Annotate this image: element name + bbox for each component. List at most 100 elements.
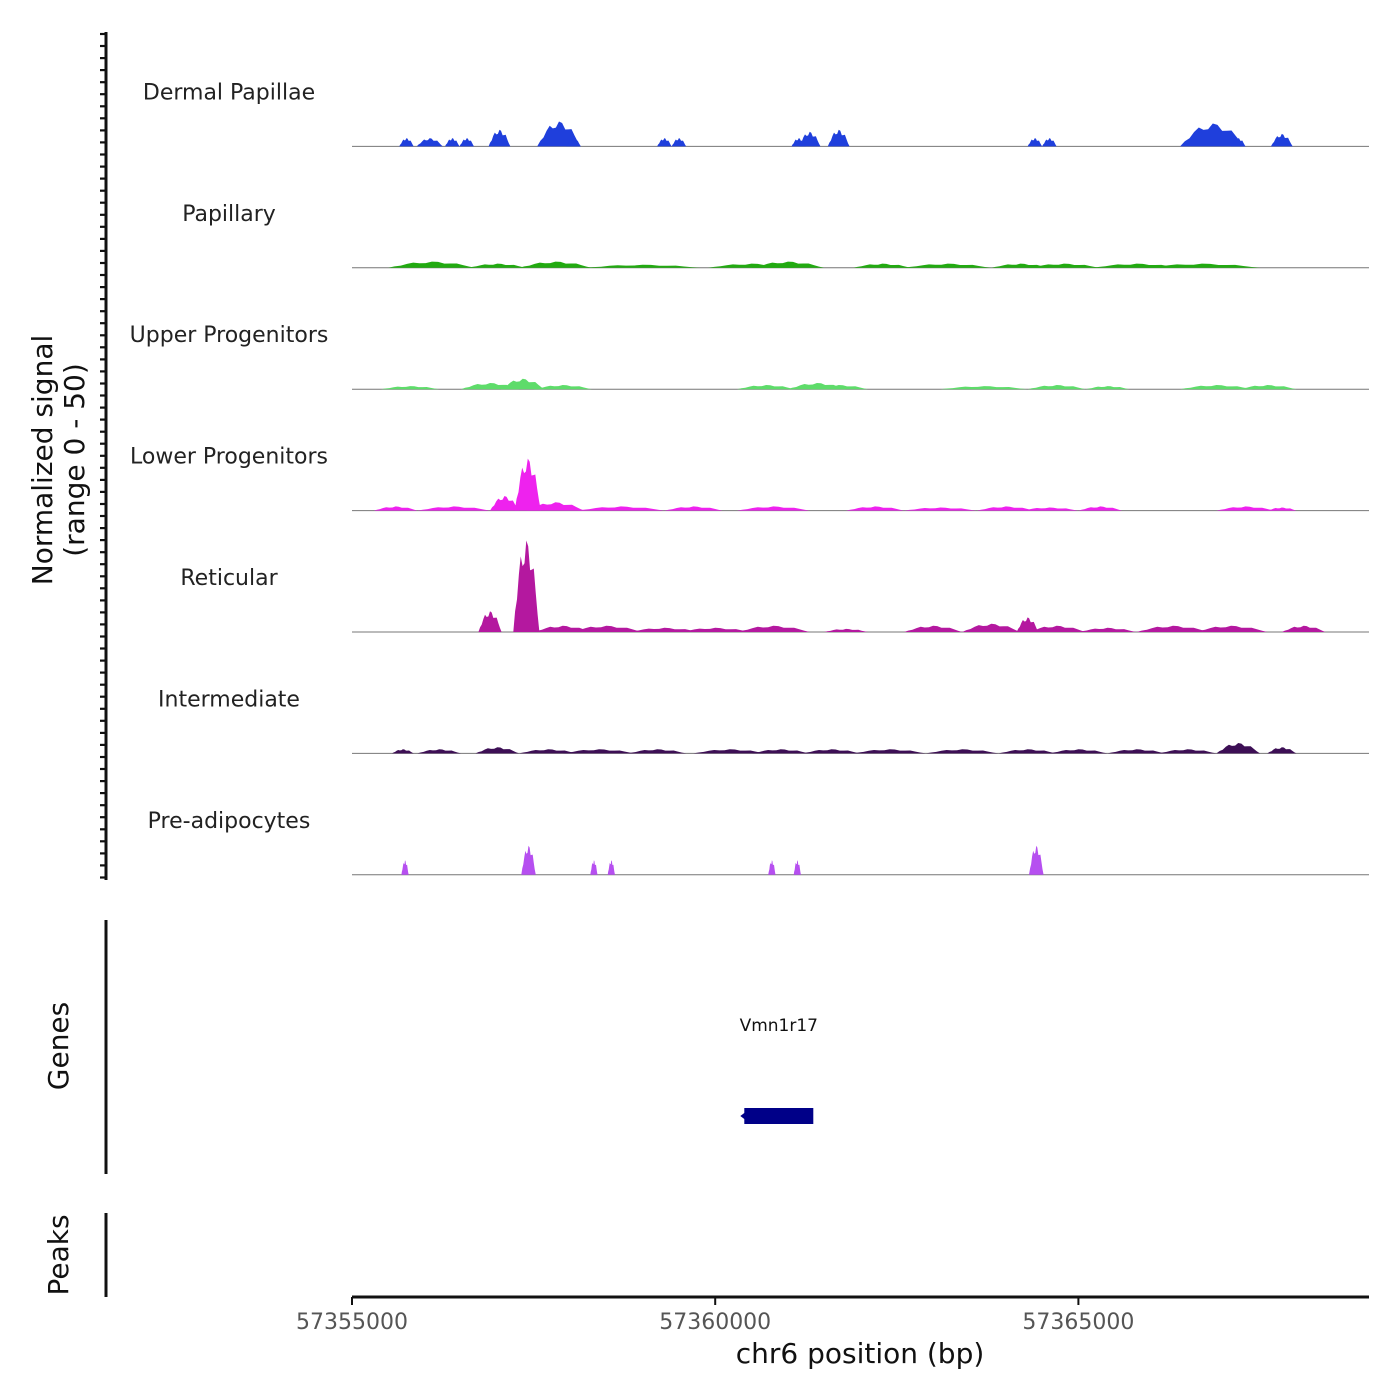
signal-peak bbox=[417, 506, 490, 511]
x-tick-label: 57365000 bbox=[1022, 1310, 1134, 1335]
signal-peak bbox=[846, 506, 905, 511]
signal-peak bbox=[388, 261, 476, 268]
signal-peak bbox=[417, 749, 461, 754]
track-lower-progenitors: Lower Progenitors bbox=[130, 445, 1369, 512]
track-reticular: Reticular bbox=[180, 540, 1369, 633]
signal-peak bbox=[401, 860, 409, 875]
signal-peak bbox=[445, 138, 460, 147]
signal-peak bbox=[853, 263, 912, 268]
y-axis-title-line2: (range 0 - 50) bbox=[58, 363, 91, 557]
signal-peak bbox=[1107, 749, 1166, 754]
track-upper-progenitors: Upper Progenitors bbox=[130, 323, 1369, 390]
signal-peak bbox=[802, 749, 861, 754]
signal-peak bbox=[566, 138, 581, 147]
signal-peak bbox=[513, 540, 540, 632]
signal-peak bbox=[737, 506, 810, 511]
signal-peak bbox=[693, 749, 767, 754]
signal-peak bbox=[416, 138, 443, 147]
track-label: Pre-adipocytes bbox=[148, 809, 311, 834]
signal-peak bbox=[998, 749, 1057, 754]
signal-peak bbox=[853, 749, 926, 754]
signal-peak bbox=[678, 627, 752, 632]
signal-peak bbox=[1027, 385, 1086, 390]
signal-peak bbox=[671, 138, 687, 147]
signal-peak bbox=[519, 749, 578, 754]
signal-peak bbox=[1136, 625, 1210, 632]
signal-peak bbox=[526, 502, 585, 511]
signal-peak bbox=[824, 628, 868, 632]
signal-peak bbox=[478, 611, 502, 632]
track-label: Papillary bbox=[182, 202, 276, 227]
signal-peak bbox=[925, 749, 999, 754]
x-tick-label: 57355000 bbox=[296, 1310, 408, 1335]
peaks-panel-label: Peaks bbox=[42, 1214, 75, 1295]
x-axis-ticks: 57355000 57360000 57365000 bbox=[296, 1297, 1134, 1335]
track-label: Intermediate bbox=[158, 687, 300, 712]
signal-peak bbox=[940, 386, 1028, 390]
signal-peak bbox=[490, 496, 520, 511]
signal-peak bbox=[751, 261, 825, 268]
signal-peak bbox=[1194, 625, 1268, 632]
y-axis-title-line1: Normalized signal bbox=[26, 335, 59, 586]
gene-annotations: Vmn1r17 bbox=[740, 1016, 818, 1124]
signal-peak bbox=[521, 845, 536, 875]
track-label: Reticular bbox=[180, 566, 278, 591]
signal-peak bbox=[468, 263, 527, 268]
genes-panel-label: Genes bbox=[42, 1002, 75, 1090]
track-label: Dermal Papillae bbox=[143, 80, 315, 105]
signal-peak bbox=[904, 625, 963, 632]
signal-peak bbox=[475, 747, 520, 754]
signal-peak bbox=[1180, 385, 1253, 390]
signal-peak bbox=[1049, 749, 1108, 754]
signal-peak bbox=[798, 131, 821, 147]
signal-peak bbox=[533, 385, 592, 390]
signal-peak bbox=[1216, 506, 1275, 511]
signal-peak bbox=[1267, 747, 1297, 754]
signal-peak bbox=[1078, 506, 1122, 511]
signal-peak bbox=[1231, 138, 1246, 147]
signal-peak bbox=[1078, 627, 1137, 632]
signal-peak bbox=[1020, 507, 1079, 511]
signal-peak bbox=[519, 261, 592, 268]
x-tick-label: 57360000 bbox=[659, 1310, 771, 1335]
signal-peak bbox=[1270, 133, 1293, 147]
signal-peak bbox=[628, 749, 687, 754]
signal-peak bbox=[657, 138, 672, 147]
signal-peak bbox=[737, 385, 796, 390]
signal-peak bbox=[381, 386, 440, 390]
signal-peak bbox=[1027, 138, 1043, 147]
signal-peak bbox=[628, 627, 701, 632]
signal-peak bbox=[751, 749, 810, 754]
signal-peak bbox=[1016, 617, 1039, 632]
signal-peak bbox=[904, 263, 992, 268]
signal-peak bbox=[607, 860, 615, 875]
gene-body bbox=[744, 1108, 814, 1124]
signal-peak bbox=[737, 625, 810, 632]
signal-peak bbox=[809, 385, 868, 390]
gene-strand-arrow bbox=[740, 1110, 749, 1122]
signal-peak bbox=[1216, 743, 1260, 754]
signal-peak bbox=[1180, 123, 1246, 147]
track-papillary: Papillary bbox=[182, 202, 1369, 269]
signal-peak bbox=[584, 264, 701, 268]
signal-peak bbox=[537, 121, 581, 147]
signal-peak bbox=[1267, 507, 1297, 511]
signal-peak bbox=[976, 506, 1035, 511]
x-axis-title: chr6 position (bp) bbox=[736, 1337, 985, 1370]
signal-peak bbox=[962, 623, 1021, 632]
signal-peak bbox=[1238, 385, 1297, 390]
track-dermal-papillae: Dermal Papillae bbox=[143, 80, 1369, 147]
signal-peak bbox=[392, 749, 414, 754]
signal-peak bbox=[373, 506, 418, 511]
signal-peak bbox=[1027, 625, 1086, 632]
track-intermediate: Intermediate bbox=[158, 687, 1369, 754]
signal-peak bbox=[1042, 138, 1057, 147]
track-pre-adipocytes: Pre-adipocytes bbox=[148, 809, 1369, 876]
signal-peak bbox=[500, 378, 545, 390]
signal-peak bbox=[569, 625, 643, 632]
signal-peak bbox=[1027, 263, 1101, 268]
signal-peak bbox=[793, 860, 801, 875]
signal-peak bbox=[590, 860, 598, 875]
gene-label: Vmn1r17 bbox=[740, 1016, 818, 1036]
